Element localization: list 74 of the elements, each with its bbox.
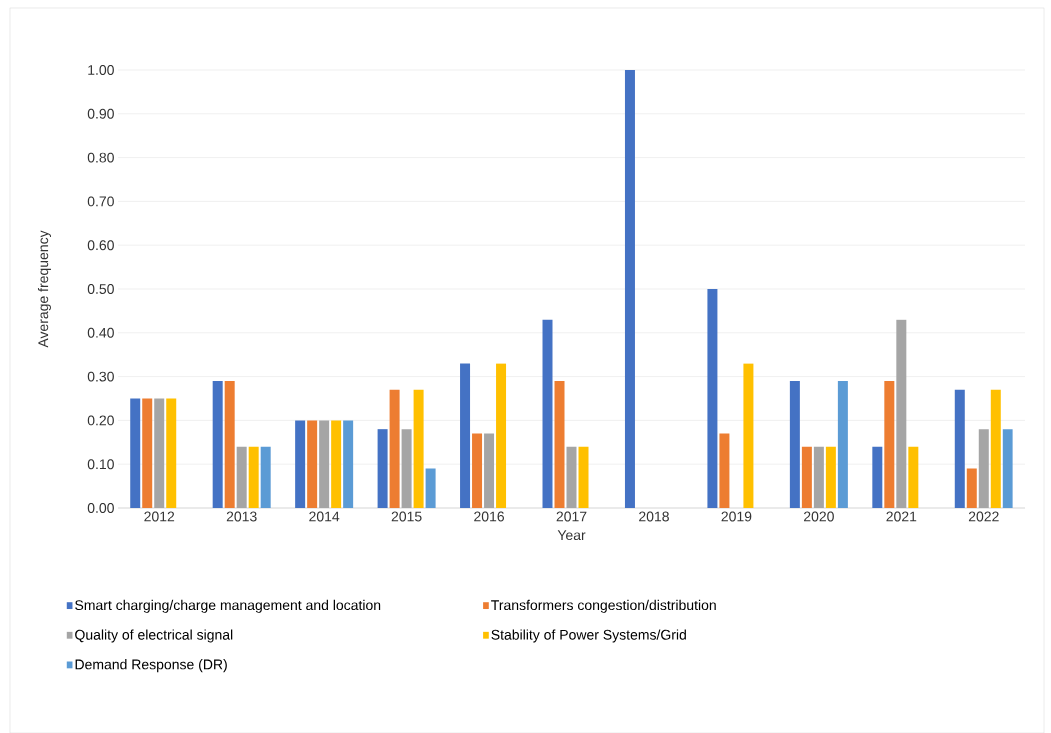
- bar: [307, 420, 318, 508]
- bar: [908, 446, 919, 508]
- bar: [566, 446, 577, 508]
- bar: [954, 389, 965, 508]
- bar: [624, 69, 635, 508]
- y-tick-label: 0.60: [87, 240, 114, 251]
- y-tick-label: 0.20: [87, 415, 114, 426]
- bar: [343, 420, 354, 508]
- bar: [578, 446, 589, 508]
- bar: [707, 288, 718, 508]
- y-tick-label: 1.00: [88, 65, 114, 75]
- legend-label: Demand Response (DR): [75, 659, 227, 673]
- y-tick-label: 0.00: [87, 503, 114, 513]
- legend-label: Smart charging/charge management and location: [75, 599, 381, 613]
- bar: [496, 363, 507, 508]
- bar: [837, 380, 848, 508]
- bar: [319, 420, 330, 508]
- y-tick-label: 0.90: [87, 108, 114, 119]
- bar: [460, 363, 471, 508]
- bar: [142, 398, 153, 508]
- bar: [154, 398, 165, 508]
- bar: [884, 380, 895, 508]
- x-tick-label: 2014: [309, 511, 340, 522]
- bar: [978, 429, 989, 508]
- bar: [542, 319, 553, 508]
- bar: [743, 363, 754, 508]
- bar: [377, 429, 388, 508]
- bar: [554, 380, 565, 508]
- y-tick-label: 0.10: [87, 459, 114, 470]
- x-tick-label: 2013: [226, 511, 257, 522]
- x-tick-label: 2016: [474, 511, 504, 522]
- x-tick-label: 2012: [144, 511, 175, 522]
- legend-label: Transformers congestion/distribution: [491, 599, 716, 613]
- bar: [331, 420, 342, 508]
- x-tick-label: 2019: [721, 511, 752, 522]
- y-tick-label: 0.40: [87, 327, 114, 338]
- bar: [224, 380, 235, 508]
- bar: [425, 468, 436, 508]
- bar: [472, 433, 483, 508]
- bar: [825, 446, 836, 508]
- bar: [896, 319, 907, 508]
- bar: [789, 380, 800, 508]
- bar: [389, 389, 400, 508]
- legend-label: Quality of electrical signal: [75, 629, 233, 643]
- bar: [484, 433, 495, 508]
- y-tick-label: 0.50: [87, 284, 114, 294]
- bar: [813, 446, 824, 508]
- bar: [212, 380, 223, 508]
- bar: [801, 446, 812, 508]
- y-tick-label: 0.70: [87, 196, 114, 207]
- x-tick-label: 2021: [886, 511, 917, 522]
- x-axis-title: Year: [557, 530, 586, 541]
- x-tick-label: 2015: [391, 511, 422, 522]
- bar: [401, 429, 412, 508]
- y-tick-label: 0.30: [87, 371, 114, 382]
- legend-label: Stability of Power Systems/Grid: [491, 629, 686, 643]
- bar: [966, 468, 977, 508]
- bar: [295, 420, 306, 508]
- bar: [1002, 429, 1013, 508]
- bar: [130, 398, 141, 508]
- bar: [166, 398, 177, 508]
- bar: [236, 446, 247, 508]
- x-tick-label: 2018: [639, 511, 669, 522]
- bar: [719, 433, 730, 508]
- bar: [248, 446, 259, 508]
- y-tick-label: 0.80: [87, 152, 114, 163]
- bar: [413, 389, 424, 508]
- bar: [260, 446, 271, 508]
- bar: [872, 446, 883, 508]
- y-axis-title: Average frequency: [37, 230, 51, 348]
- bar: [990, 389, 1001, 508]
- x-tick-label: 2022: [968, 511, 999, 522]
- x-tick-label: 2017: [556, 511, 587, 522]
- x-tick-label: 2020: [804, 511, 834, 522]
